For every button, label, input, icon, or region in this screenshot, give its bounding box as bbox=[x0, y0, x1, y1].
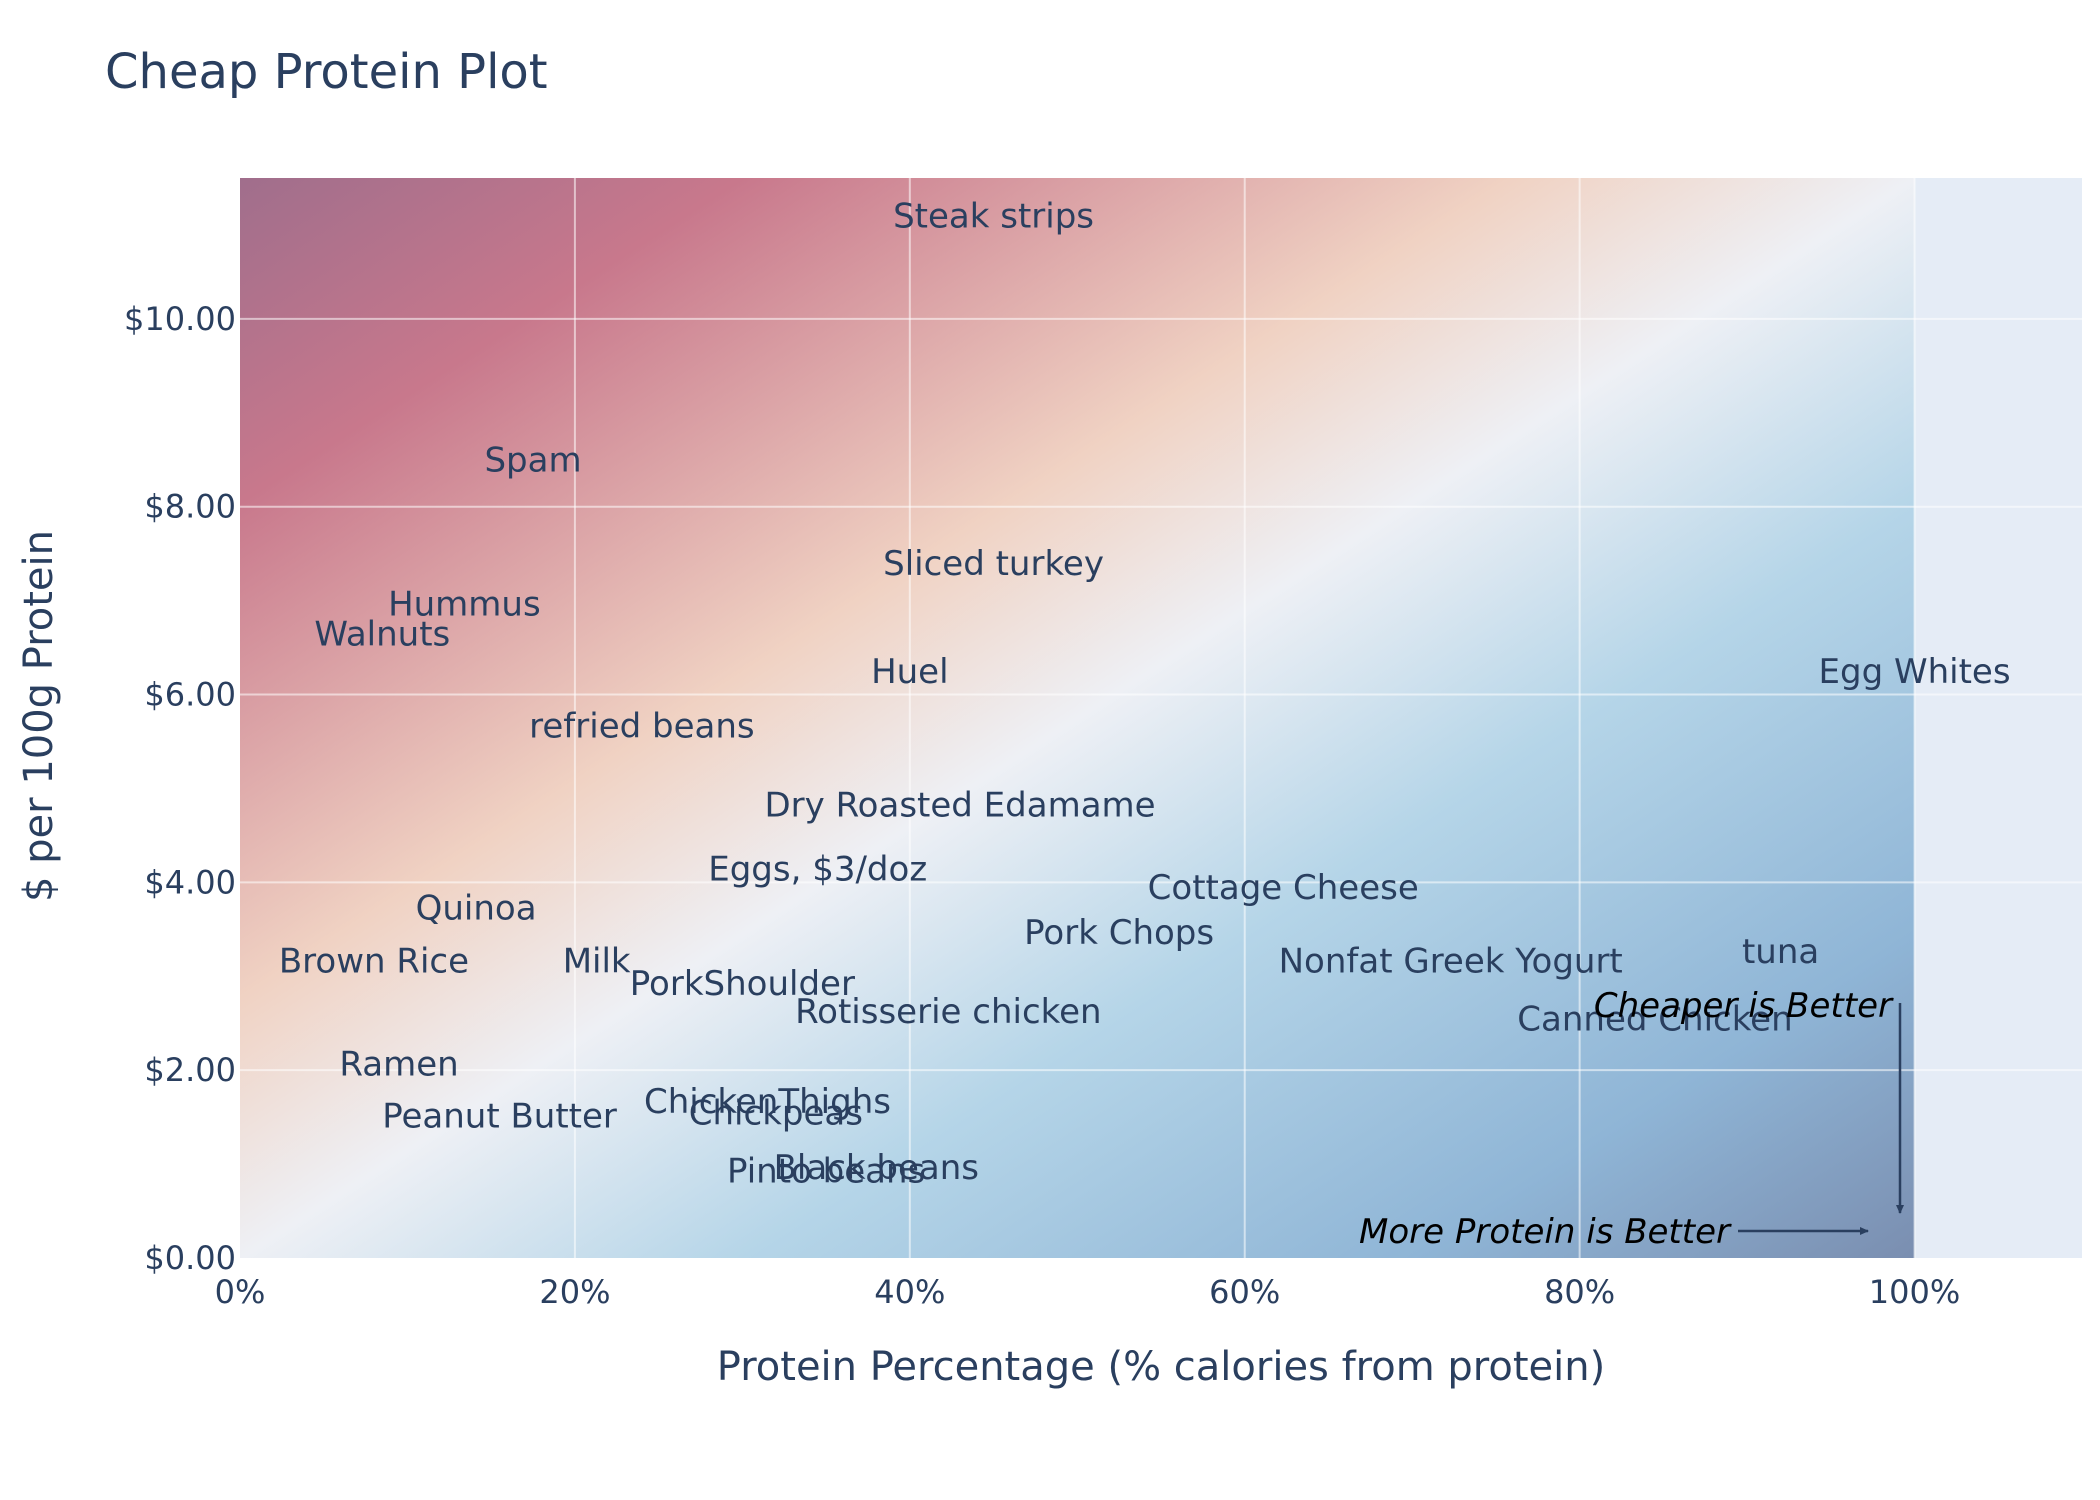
y-tick-label: $2.00 bbox=[144, 1051, 236, 1089]
x-tick-label: 0% bbox=[215, 1273, 266, 1311]
y-tick-label: $10.00 bbox=[124, 300, 236, 338]
data-point-label: Egg Whites bbox=[1819, 652, 2011, 692]
x-tick-label: 80% bbox=[1544, 1273, 1615, 1311]
data-point-label: Steak strips bbox=[893, 197, 1094, 237]
data-labels: Steak strips Spam Sliced turkey HummusWalnu… bbox=[279, 197, 2011, 1192]
x-tick-label: 60% bbox=[1209, 1273, 1280, 1311]
data-point-label: Brown Rice bbox=[279, 941, 469, 981]
x-tick-label: 100% bbox=[1869, 1273, 1960, 1311]
y-tick-label: $8.00 bbox=[144, 488, 236, 526]
data-point-label: ChickenThighs bbox=[644, 1082, 891, 1122]
annotation-cheaper: Cheaper is Better bbox=[1594, 986, 1904, 1214]
data-point-label: Huel bbox=[871, 652, 948, 692]
background-gradient bbox=[240, 178, 1915, 1258]
data-point-label: Eggs, $3/doz bbox=[708, 849, 927, 889]
data-point-label: Chickpeas bbox=[689, 1093, 863, 1133]
data-point-label: Dry Roasted Edamame bbox=[765, 785, 1156, 825]
data-point-label: PorkShoulder bbox=[630, 964, 855, 1004]
y-tick-label: $6.00 bbox=[144, 676, 236, 714]
data-point-label: refried beans bbox=[529, 707, 754, 747]
x-tick-label: 20% bbox=[539, 1273, 610, 1311]
data-point-label: Nonfat Greek Yogurt bbox=[1279, 941, 1623, 981]
data-point-label: Sliced turkey bbox=[883, 544, 1104, 584]
data-point-label: Ramen bbox=[339, 1045, 458, 1085]
data-point-label: Walnuts bbox=[314, 614, 450, 654]
data-point-label: Milk bbox=[563, 941, 631, 981]
data-point-label: Rotisserie chicken bbox=[795, 992, 1102, 1032]
y-axis-title: $ per 100g Protein bbox=[16, 530, 62, 902]
annotation-more-protein: More Protein is Better bbox=[1359, 1212, 1869, 1252]
data-point-label: Hummus bbox=[388, 584, 541, 624]
y-axis-ticks: $0.00 $2.00 $4.00 $6.00 $8.00 $10.00 bbox=[124, 300, 236, 1277]
data-point-label: Canned Chicken bbox=[1517, 1000, 1792, 1040]
y-tick-label: $0.00 bbox=[144, 1239, 236, 1277]
x-axis-title: Protein Percentage (% calories from prot… bbox=[717, 1344, 1605, 1390]
data-point-label: Spam bbox=[484, 441, 581, 481]
data-point-label: Quinoa bbox=[416, 889, 537, 929]
data-point-label: Cottage Cheese bbox=[1148, 868, 1419, 908]
data-point-label: tuna bbox=[1742, 932, 1819, 972]
data-point-label: Black beans bbox=[774, 1148, 979, 1188]
gridlines bbox=[240, 178, 2082, 1258]
x-tick-label: 40% bbox=[874, 1273, 945, 1311]
data-point-label: Peanut Butter bbox=[382, 1096, 617, 1136]
x-axis-ticks: 0% 20% 40% 60% 80% 100% bbox=[215, 1273, 1961, 1311]
data-point-label: Pinto beans bbox=[727, 1152, 925, 1192]
annotation-more-protein-text: More Protein is Better bbox=[1359, 1212, 1732, 1252]
chart-title: Cheap Protein Plot bbox=[105, 44, 548, 100]
data-point-label: Pork Chops bbox=[1024, 913, 1214, 953]
annotation-cheaper-text: Cheaper is Better bbox=[1594, 986, 1894, 1026]
y-tick-label: $4.00 bbox=[144, 863, 236, 901]
